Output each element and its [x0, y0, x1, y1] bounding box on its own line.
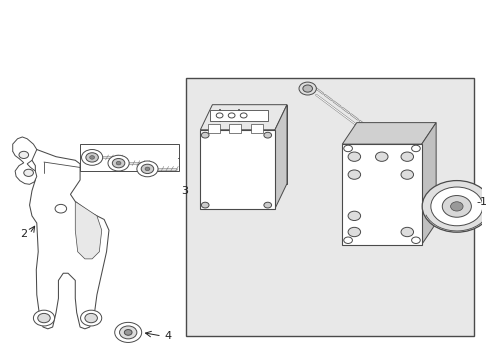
Bar [250, 125, 263, 134]
Polygon shape [13, 137, 37, 184]
Circle shape [400, 170, 413, 179]
Polygon shape [75, 202, 102, 259]
Bar [207, 125, 219, 134]
Polygon shape [200, 105, 286, 130]
Text: 2: 2 [20, 229, 27, 239]
Circle shape [264, 202, 271, 208]
Bar [229, 125, 241, 134]
Circle shape [375, 152, 387, 161]
Circle shape [400, 227, 413, 237]
Polygon shape [212, 105, 286, 184]
Circle shape [86, 153, 98, 162]
Polygon shape [342, 144, 421, 244]
Circle shape [421, 181, 488, 232]
Circle shape [302, 85, 312, 92]
Circle shape [201, 202, 208, 208]
Bar [185, 78, 473, 336]
Circle shape [240, 113, 246, 118]
Circle shape [137, 161, 158, 177]
Bar [80, 144, 178, 171]
Circle shape [411, 145, 419, 152]
Polygon shape [13, 149, 109, 329]
Polygon shape [421, 123, 435, 244]
Circle shape [411, 237, 419, 243]
Circle shape [347, 227, 360, 237]
Polygon shape [274, 105, 286, 209]
Circle shape [108, 155, 129, 171]
Circle shape [116, 161, 121, 165]
Circle shape [201, 132, 208, 138]
Text: 3: 3 [181, 186, 188, 196]
Polygon shape [342, 123, 435, 144]
Circle shape [112, 158, 124, 168]
Circle shape [216, 113, 223, 118]
Circle shape [33, 310, 55, 326]
Polygon shape [200, 130, 274, 209]
Circle shape [145, 167, 149, 171]
Circle shape [264, 132, 271, 138]
Circle shape [343, 145, 352, 152]
Circle shape [38, 314, 50, 323]
Circle shape [81, 149, 102, 165]
Bar [209, 110, 267, 121]
Circle shape [141, 164, 153, 174]
Circle shape [347, 152, 360, 161]
Circle shape [441, 195, 470, 217]
Text: 4: 4 [164, 331, 171, 341]
Circle shape [343, 237, 352, 243]
Circle shape [19, 151, 28, 158]
Circle shape [89, 156, 94, 159]
Circle shape [347, 211, 360, 221]
Circle shape [55, 204, 66, 213]
Circle shape [24, 169, 33, 176]
Circle shape [85, 314, 97, 323]
Text: -1: -1 [475, 197, 486, 207]
Circle shape [400, 152, 413, 161]
Circle shape [228, 113, 235, 118]
Circle shape [119, 326, 137, 339]
Circle shape [430, 187, 482, 226]
Circle shape [449, 202, 462, 211]
Circle shape [115, 322, 142, 342]
Circle shape [81, 310, 102, 326]
Circle shape [298, 82, 316, 95]
Circle shape [124, 329, 132, 335]
Circle shape [347, 170, 360, 179]
